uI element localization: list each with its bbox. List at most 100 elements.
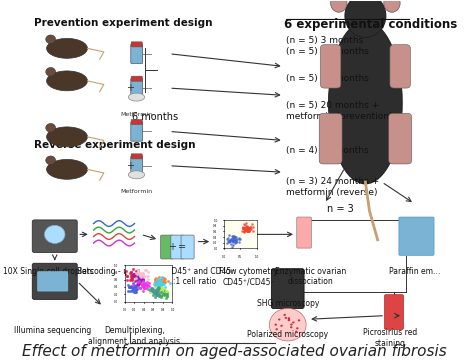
Point: [134, 284, 142, 290]
Point: [156, 280, 164, 285]
Point: [126, 284, 133, 289]
Point: [138, 270, 146, 276]
Point: [135, 269, 142, 274]
Point: [224, 235, 232, 241]
Point: [140, 273, 148, 279]
Point: [152, 278, 159, 284]
Point: [126, 277, 134, 283]
FancyBboxPatch shape: [297, 217, 311, 248]
Point: [156, 286, 164, 292]
Point: [126, 284, 134, 290]
Point: [128, 274, 136, 280]
Point: [163, 295, 170, 301]
Point: [156, 278, 164, 284]
Point: [132, 283, 139, 289]
FancyBboxPatch shape: [131, 78, 143, 98]
Point: [127, 272, 135, 278]
FancyBboxPatch shape: [131, 122, 143, 141]
Text: 6 experimental conditions: 6 experimental conditions: [283, 17, 457, 31]
Point: [155, 290, 163, 296]
Circle shape: [275, 328, 278, 331]
Point: [239, 225, 246, 231]
Point: [123, 274, 131, 280]
Point: [154, 285, 162, 291]
Point: [225, 239, 233, 245]
Point: [223, 236, 231, 242]
Point: [132, 284, 139, 289]
Point: [157, 294, 164, 300]
Point: [124, 288, 132, 294]
Point: [231, 238, 239, 244]
Point: [146, 289, 154, 295]
Point: [131, 287, 138, 293]
Point: [157, 290, 165, 296]
Point: [233, 236, 241, 242]
FancyBboxPatch shape: [320, 45, 341, 88]
Point: [159, 286, 166, 292]
Point: [158, 276, 165, 282]
FancyBboxPatch shape: [181, 235, 194, 259]
Point: [245, 226, 252, 232]
Point: [159, 288, 166, 293]
Point: [133, 271, 141, 277]
Point: [128, 288, 136, 293]
FancyBboxPatch shape: [272, 269, 304, 308]
Point: [155, 279, 163, 285]
Point: [142, 281, 149, 287]
Point: [135, 272, 143, 277]
Point: [158, 275, 166, 281]
Point: [229, 234, 237, 240]
Point: [137, 280, 144, 285]
Point: [155, 291, 163, 297]
Point: [231, 234, 238, 240]
Point: [229, 239, 237, 245]
Point: [238, 228, 246, 234]
Point: [137, 273, 144, 279]
Point: [121, 271, 128, 277]
Point: [227, 238, 234, 244]
Point: [241, 228, 248, 233]
Point: [134, 281, 142, 287]
Point: [127, 284, 135, 290]
Point: [139, 283, 146, 289]
Point: [153, 286, 161, 292]
Point: [160, 278, 168, 284]
Text: Paraffin em…: Paraffin em…: [389, 267, 440, 276]
Point: [231, 240, 238, 246]
Point: [139, 282, 147, 288]
Ellipse shape: [46, 39, 88, 58]
FancyBboxPatch shape: [131, 44, 143, 64]
Point: [130, 283, 137, 289]
Point: [132, 289, 140, 295]
Point: [155, 279, 162, 285]
Point: [137, 276, 145, 281]
Point: [135, 271, 143, 277]
Point: [154, 278, 161, 284]
Text: Effect of metformin on aged-associated ovarian fibrosis: Effect of metformin on aged-associated o…: [22, 344, 447, 359]
Point: [137, 285, 144, 291]
Point: [135, 273, 143, 279]
Point: [160, 291, 168, 297]
Point: [229, 242, 237, 248]
Point: [241, 225, 249, 230]
Point: [155, 288, 163, 293]
Point: [242, 222, 249, 228]
FancyBboxPatch shape: [171, 235, 184, 259]
Point: [150, 281, 158, 286]
Point: [142, 285, 150, 291]
Point: [225, 233, 233, 238]
Point: [163, 290, 170, 296]
Point: [229, 238, 237, 244]
FancyBboxPatch shape: [399, 217, 434, 255]
Point: [227, 237, 234, 243]
Point: [129, 272, 137, 277]
Point: [157, 289, 165, 295]
Point: [154, 285, 162, 290]
Point: [149, 292, 156, 298]
Point: [240, 222, 248, 228]
Point: [132, 285, 140, 291]
Point: [158, 286, 165, 292]
Point: [155, 282, 162, 288]
Point: [137, 277, 145, 283]
Point: [244, 225, 251, 230]
